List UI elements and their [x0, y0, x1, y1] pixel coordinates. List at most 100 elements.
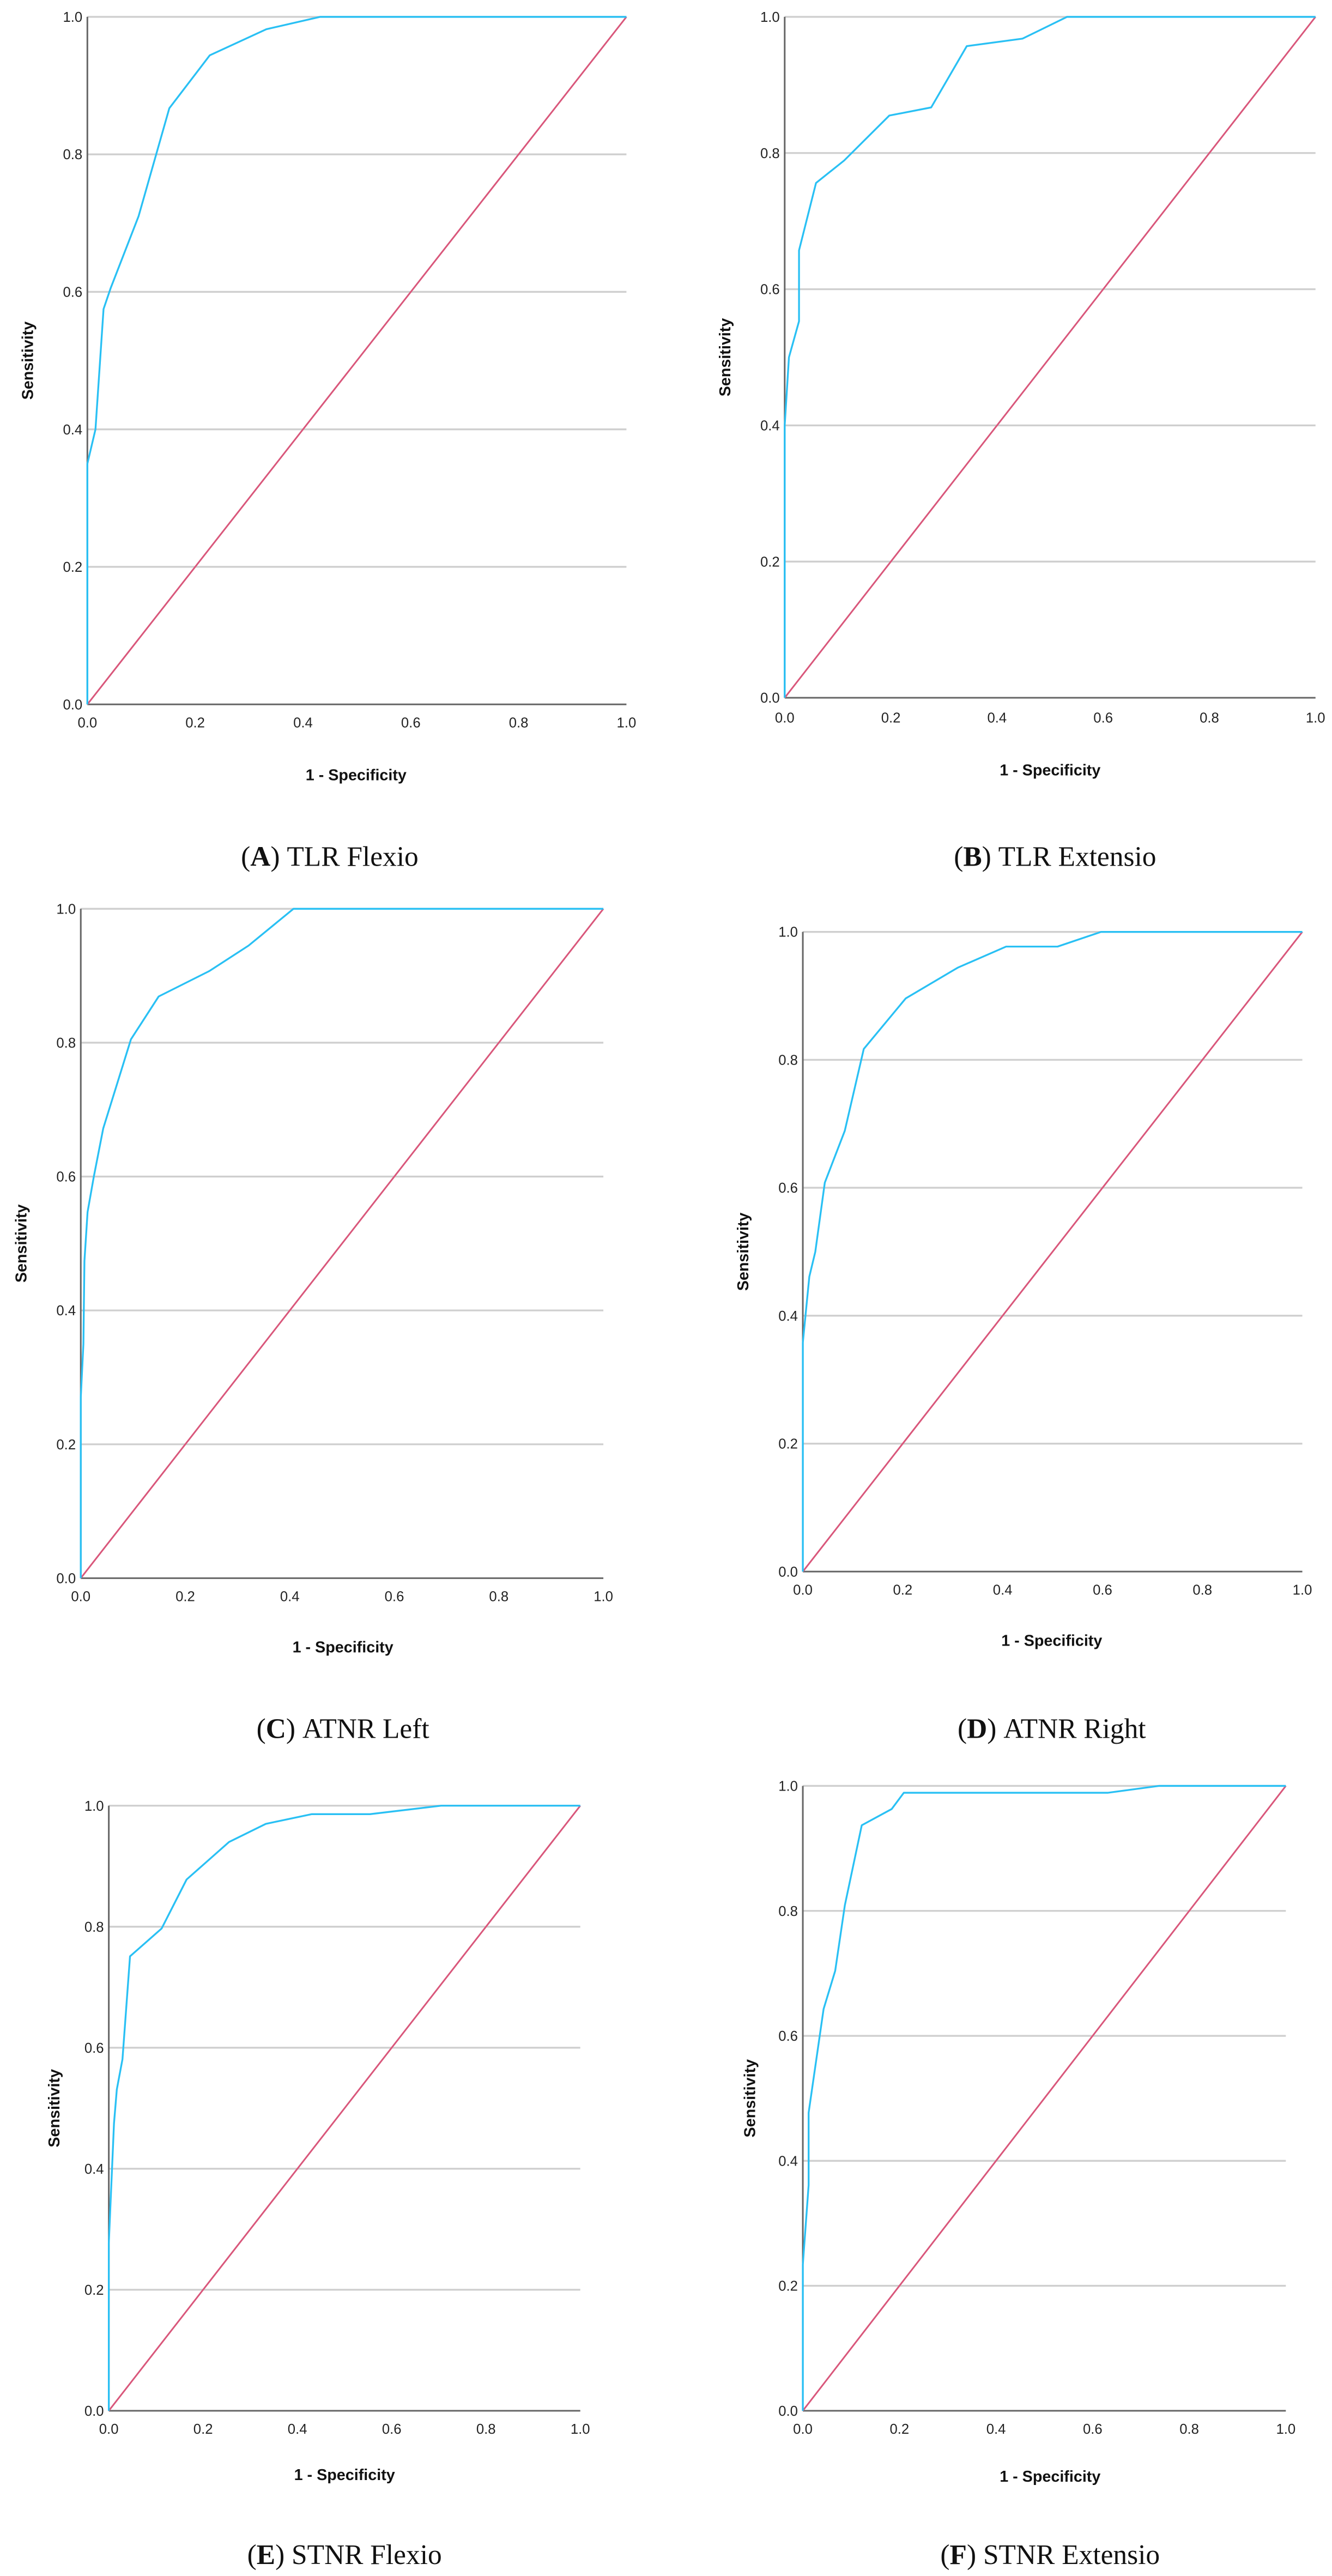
x-tick-label: 0.8: [489, 1589, 508, 1605]
y-tick-label: 0.2: [63, 560, 83, 575]
roc-curve: [802, 930, 1303, 1572]
y-tick-label: 0.4: [778, 2154, 798, 2169]
x-tick-label: 0.2: [185, 716, 205, 731]
y-tick-label: 0.4: [778, 1309, 798, 1324]
caption-paren-open: (: [958, 1714, 967, 1745]
y-tick-label: 0.4: [56, 1303, 76, 1319]
x-axis-label: 1 - Specificity: [293, 1638, 393, 1656]
x-tick-label: 0.2: [893, 1583, 912, 1598]
caption-paren-close: ): [275, 2539, 292, 2571]
y-tick-label: 1.0: [56, 902, 76, 917]
y-tick-label: 1.0: [84, 1799, 104, 1814]
x-tick-label: 0.8: [1200, 711, 1219, 726]
x-tick-label: 0.2: [193, 2422, 213, 2437]
x-axis-label: 1 - Specificity: [294, 2466, 395, 2484]
panel-caption: (F) STNR Extensio: [940, 2539, 1160, 2571]
reference-line: [108, 1805, 581, 2411]
x-tick-label: 0.8: [476, 2422, 496, 2437]
y-tick-label: 0.6: [778, 2029, 798, 2044]
panel-caption: (D) ATNR Right: [958, 1714, 1146, 1745]
y-tick-label: 0.4: [63, 422, 83, 438]
y-tick-label: 0.0: [778, 2404, 798, 2419]
x-tick-label: 0.8: [1179, 2422, 1199, 2437]
caption-paren-open: (: [247, 2539, 257, 2571]
x-tick-label: 0.4: [280, 1589, 300, 1605]
roc-curve: [107, 1805, 580, 2411]
x-tick-label: 0.2: [881, 711, 901, 726]
caption-paren-close: ): [967, 2539, 983, 2571]
y-tick-label: 0.2: [56, 1437, 76, 1453]
x-tick-label: 0.8: [509, 716, 529, 731]
reference-line: [802, 1785, 1287, 2411]
y-tick-label: 1.0: [778, 1779, 798, 1794]
y-tick-label: 0.4: [84, 2162, 104, 2177]
caption-paren-open: (: [241, 842, 250, 873]
x-tick-label: 1.0: [1276, 2422, 1295, 2437]
y-tick-label: 0.2: [778, 1437, 798, 1452]
x-tick-label: 1.0: [594, 1589, 613, 1605]
panel-letter: C: [266, 1714, 286, 1745]
caption-paren-close: ): [286, 1714, 302, 1745]
y-tick-label: 1.0: [760, 10, 780, 25]
x-tick-label: 0.4: [988, 711, 1007, 726]
x-tick-label: 0.0: [77, 716, 97, 731]
y-tick-label: 0.6: [778, 1181, 798, 1196]
x-tick-label: 0.0: [775, 711, 795, 726]
y-tick-label: 0.0: [63, 697, 83, 712]
caption-text: ATNR Right: [1003, 1714, 1146, 1745]
x-tick-label: 0.6: [385, 1589, 404, 1605]
caption-paren-close: ): [270, 842, 287, 873]
y-tick-label: 0.8: [84, 1920, 104, 1935]
roc-curve: [80, 908, 604, 1579]
x-tick-label: 0.2: [889, 2422, 909, 2437]
chart-panel-a: 0.0 0.2 0.4 0.6 0.8 1.0 0.0 0.2 0.4 0.6 0.8 1.0 Sens…: [19, 10, 636, 873]
x-tick-label: 0.6: [401, 716, 421, 731]
caption-text: TLR Extensio: [998, 842, 1157, 873]
caption-paren-close: ): [987, 1714, 1003, 1745]
y-tick-label: 1.0: [778, 925, 798, 940]
y-tick-label: 0.6: [63, 285, 83, 300]
panel-caption: (A) TLR Flexio: [241, 842, 419, 873]
roc-curve: [784, 16, 1316, 698]
x-tick-label: 0.4: [293, 716, 313, 731]
panel-caption: (C) ATNR Left: [257, 1714, 429, 1745]
y-tick-label: 0.0: [760, 691, 780, 706]
y-tick-label: 1.0: [63, 10, 83, 25]
x-axis-label: 1 - Specificity: [1000, 761, 1100, 779]
x-tick-label: 0.8: [1192, 1583, 1212, 1598]
caption-paren-open: (: [940, 2539, 949, 2571]
y-axis-label: Sensitivity: [735, 1213, 752, 1291]
panel-letter: F: [950, 2539, 967, 2571]
y-tick-label: 0.6: [56, 1170, 76, 1185]
chart-panel-c: 0.0 0.2 0.4 0.6 0.8 1.0 0.0 0.2 0.4 0.6 0.8 1.0 Sens…: [13, 902, 613, 1744]
panel-letter: B: [963, 842, 982, 873]
reference-line: [802, 931, 1303, 1573]
x-axis-label: 1 - Specificity: [306, 766, 407, 784]
x-tick-label: 0.6: [382, 2422, 402, 2437]
caption-text: STNR Flexio: [292, 2539, 442, 2571]
x-tick-label: 0.6: [1093, 1583, 1112, 1598]
reference-line: [87, 16, 627, 705]
x-tick-label: 0.6: [1093, 711, 1113, 726]
panel-letter: E: [257, 2539, 275, 2571]
y-axis-label: Sensitivity: [46, 2069, 63, 2148]
y-tick-label: 0.6: [760, 282, 780, 298]
panel-caption: (E) STNR Flexio: [247, 2539, 442, 2571]
y-tick-label: 0.4: [760, 419, 780, 434]
x-tick-label: 0.6: [1083, 2422, 1103, 2437]
caption-paren-close: ): [982, 842, 998, 873]
x-tick-label: 1.0: [617, 716, 637, 731]
y-tick-label: 0.2: [760, 554, 780, 570]
x-tick-label: 0.4: [993, 1583, 1013, 1598]
panel-caption: (B) TLR Extensio: [954, 842, 1156, 873]
y-axis-label: Sensitivity: [741, 2059, 759, 2138]
y-axis-label: Sensitivity: [19, 322, 37, 400]
x-tick-label: 0.4: [288, 2422, 307, 2437]
chart-panel-d: 0.0 0.2 0.4 0.6 0.8 1.0 0.0 0.2 0.4 0.6 0.8 1.0 Sens…: [735, 925, 1312, 1745]
y-tick-label: 0.8: [63, 147, 83, 162]
caption-text: ATNR Left: [302, 1714, 429, 1745]
y-tick-label: 0.8: [760, 146, 780, 161]
x-tick-label: 0.0: [793, 2422, 813, 2437]
y-tick-label: 0.2: [84, 2283, 104, 2298]
